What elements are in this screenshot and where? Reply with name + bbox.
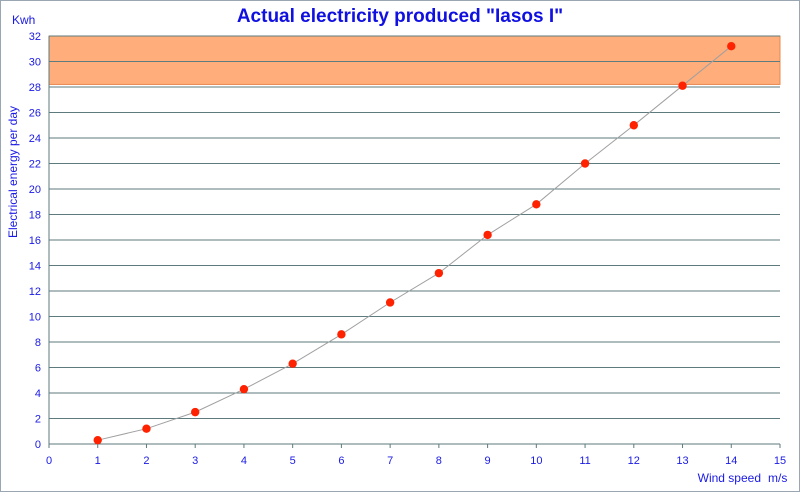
series-line (97, 45, 732, 441)
data-point (337, 330, 346, 339)
data-point (483, 230, 492, 240)
y-tick-label: 16 (29, 235, 41, 247)
data-point (580, 159, 590, 168)
y-axis-label: Electrical energy per day (6, 106, 20, 238)
data-point (288, 359, 297, 368)
x-tick-label: 0 (46, 455, 52, 467)
x-tick-label: 13 (676, 455, 688, 467)
x-tick-label: 5 (290, 455, 296, 467)
y-tick-label: 26 (29, 108, 41, 120)
x-tick-label: 10 (530, 455, 542, 467)
x-tick-label: 4 (241, 455, 247, 467)
x-tick-label: 11 (579, 455, 590, 467)
y-tick-label: 32 (29, 31, 41, 43)
y-tick-label: 8 (35, 337, 41, 349)
y-tick-label: 22 (29, 159, 41, 171)
x-tick-label: 6 (338, 455, 344, 467)
y-tick-label: 24 (29, 133, 41, 145)
x-tick-label: 3 (192, 455, 198, 467)
x-axis-label: Wind speed (698, 471, 761, 485)
data-point (434, 268, 444, 278)
x-tick-label: 7 (387, 455, 393, 467)
x-tick-label: 8 (436, 455, 442, 467)
x-tick-label: 1 (95, 455, 101, 467)
y-tick-label: 6 (35, 363, 41, 375)
x-tick-label: 9 (485, 455, 491, 467)
data-point (678, 81, 687, 90)
x-tick-label: 15 (774, 455, 786, 467)
data-point (385, 298, 395, 307)
y-tick-label: 12 (29, 286, 41, 298)
data-point (239, 384, 249, 394)
x-tick-label: 14 (725, 455, 737, 467)
y-unit-label: Kwh (12, 13, 35, 27)
x-unit-label: m/s (768, 471, 787, 485)
x-tick-label: 2 (143, 455, 149, 467)
y-tick-label: 28 (29, 82, 41, 94)
y-tick-label: 2 (35, 414, 41, 426)
data-point (142, 424, 151, 433)
data-point (532, 200, 541, 209)
y-tick-label: 20 (29, 184, 41, 196)
data-point (629, 121, 638, 130)
highlight-band (48, 35, 781, 85)
y-tick-label: 14 (29, 261, 41, 273)
data-point (727, 42, 736, 51)
y-tick-label: 18 (29, 210, 41, 222)
data-point (191, 407, 200, 417)
data-point (93, 435, 102, 445)
y-tick-label: 30 (29, 57, 41, 69)
chart-title: Actual electricity produced "Iasos I" (236, 6, 564, 27)
y-tick-label: 10 (29, 312, 41, 324)
x-tick-label: 12 (628, 455, 640, 467)
y-tick-label: 0 (35, 439, 41, 451)
y-tick-label: 4 (35, 388, 41, 400)
